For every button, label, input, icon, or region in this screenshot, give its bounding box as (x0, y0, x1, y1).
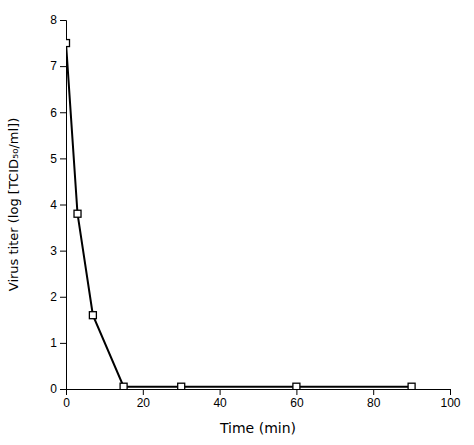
marker (178, 383, 185, 389)
tick: 0 (63, 389, 70, 410)
tick: 1 (50, 336, 66, 350)
tick-mark (450, 389, 451, 395)
tick-label: 3 (50, 244, 57, 258)
tick: 100 (440, 389, 460, 410)
tick-label: 20 (137, 396, 151, 410)
tick-mark (60, 158, 66, 159)
tick-mark (60, 66, 66, 67)
tick-mark (60, 20, 66, 21)
tick-label: 4 (50, 198, 57, 212)
tick-label: 0 (50, 382, 57, 396)
marker (66, 40, 70, 47)
line (66, 43, 412, 387)
tick: 8 (50, 13, 66, 27)
tick-mark (60, 251, 66, 252)
tick-label: 2 (50, 290, 57, 304)
tick: 3 (50, 244, 66, 258)
tick-label: 6 (50, 106, 57, 120)
tick: 7 (50, 59, 66, 73)
tick: 6 (50, 106, 66, 120)
marker (74, 210, 81, 217)
marker (408, 383, 415, 389)
axis-line (67, 390, 451, 396)
marker (293, 383, 300, 389)
tick-label: 5 (50, 152, 57, 166)
y-axis: 0 1 2 3 4 5 6 7 8 (50, 13, 66, 396)
tick: 5 (50, 152, 66, 166)
tick-label: 0 (63, 396, 70, 410)
tick-label: 1 (50, 336, 57, 350)
tick-mark (296, 389, 297, 395)
tick-label: 8 (50, 13, 57, 27)
tick-mark (60, 389, 66, 390)
tick-label: 60 (290, 396, 304, 410)
tick-label: 80 (367, 396, 381, 410)
tick-label: 7 (50, 59, 57, 73)
tick: 2 (50, 290, 66, 304)
tick: 20 (137, 389, 151, 410)
tick-label: 100 (440, 396, 460, 410)
tick-mark (60, 297, 66, 298)
tick: 60 (290, 389, 304, 410)
tick: 40 (213, 389, 227, 410)
tick-mark (143, 389, 144, 395)
tick: 0 (50, 382, 66, 396)
marker (89, 312, 96, 319)
plot: 0 20 40 60 80 100 0 1 2 3 4 5 6 7 8 (50, 13, 461, 409)
tick-mark (60, 343, 66, 344)
series (66, 40, 415, 389)
tick-mark (373, 389, 374, 395)
x-axis: 0 20 40 60 80 100 (63, 389, 461, 410)
y-axis-title: Virus titer (log [TCID₅₀/ml]) (6, 118, 21, 291)
tick-mark (220, 389, 221, 395)
tick-label: 40 (213, 396, 227, 410)
marker (120, 383, 127, 389)
tick-mark (60, 205, 66, 206)
chart: 0 20 40 60 80 100 0 1 2 3 4 5 6 7 8 Time (min) Virus tit… (0, 0, 474, 445)
tick-mark (60, 112, 66, 113)
axis-line (60, 21, 67, 390)
x-axis-title: Time (min) (219, 420, 296, 436)
tick: 80 (367, 389, 381, 410)
tick: 4 (50, 198, 66, 212)
